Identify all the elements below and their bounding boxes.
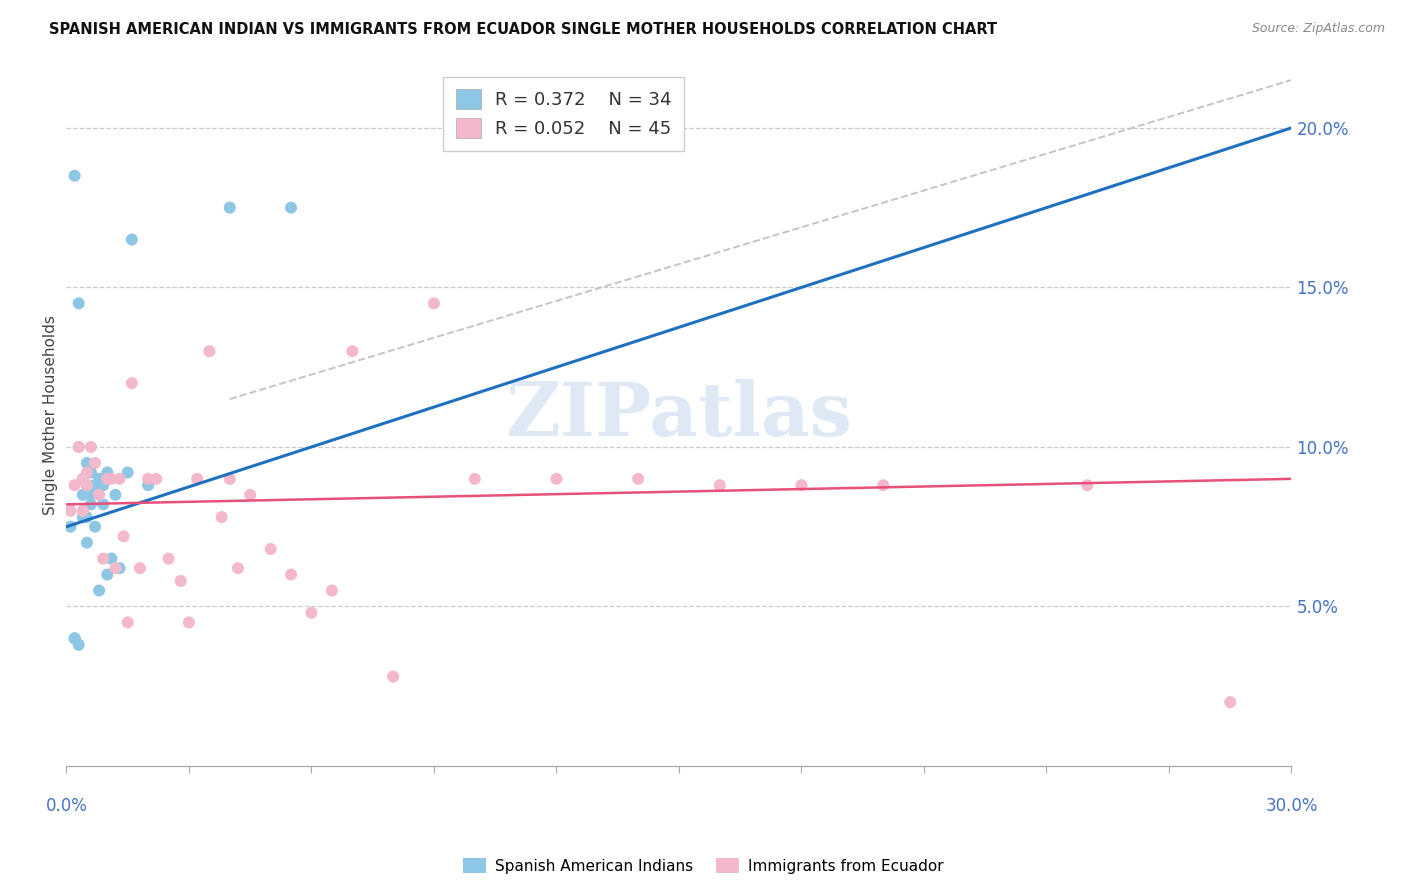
Point bbox=[72, 510, 94, 524]
Point bbox=[59, 504, 82, 518]
Point bbox=[80, 497, 103, 511]
Point bbox=[72, 504, 94, 518]
Point bbox=[709, 478, 731, 492]
Point bbox=[87, 583, 110, 598]
Point bbox=[546, 472, 568, 486]
Point bbox=[226, 561, 249, 575]
Point bbox=[96, 466, 118, 480]
Point bbox=[239, 488, 262, 502]
Point bbox=[136, 472, 159, 486]
Point bbox=[117, 615, 139, 630]
Point bbox=[108, 561, 131, 575]
Point bbox=[59, 519, 82, 533]
Point bbox=[117, 466, 139, 480]
Point bbox=[76, 478, 98, 492]
Point bbox=[129, 561, 152, 575]
Point bbox=[76, 510, 98, 524]
Point bbox=[108, 472, 131, 486]
Point bbox=[259, 542, 281, 557]
Point bbox=[1219, 695, 1241, 709]
Point bbox=[627, 472, 650, 486]
Point bbox=[177, 615, 200, 630]
Point bbox=[186, 472, 208, 486]
Point bbox=[76, 535, 98, 549]
Point bbox=[121, 376, 143, 391]
Point bbox=[423, 296, 446, 310]
Point bbox=[157, 551, 180, 566]
Point bbox=[382, 670, 405, 684]
Point bbox=[67, 638, 90, 652]
Point bbox=[91, 497, 114, 511]
Point bbox=[342, 344, 364, 359]
Point bbox=[211, 510, 233, 524]
Point bbox=[464, 472, 486, 486]
Point bbox=[80, 466, 103, 480]
Legend: R = 0.372    N = 34, R = 0.052    N = 45: R = 0.372 N = 34, R = 0.052 N = 45 bbox=[443, 77, 685, 151]
Point bbox=[301, 606, 323, 620]
Point bbox=[80, 488, 103, 502]
Point bbox=[121, 233, 143, 247]
Text: Source: ZipAtlas.com: Source: ZipAtlas.com bbox=[1251, 22, 1385, 36]
Point bbox=[112, 529, 135, 543]
Point bbox=[321, 583, 343, 598]
Point bbox=[76, 456, 98, 470]
Point bbox=[104, 561, 127, 575]
Point bbox=[84, 478, 107, 492]
Text: ZIPatlas: ZIPatlas bbox=[505, 378, 852, 451]
Point bbox=[67, 296, 90, 310]
Point bbox=[91, 551, 114, 566]
Point bbox=[72, 488, 94, 502]
Point bbox=[84, 456, 107, 470]
Point bbox=[136, 478, 159, 492]
Point bbox=[72, 472, 94, 486]
Point bbox=[145, 472, 167, 486]
Point bbox=[84, 478, 107, 492]
Point bbox=[84, 519, 107, 533]
Point bbox=[872, 478, 894, 492]
Text: 0.0%: 0.0% bbox=[45, 797, 87, 814]
Point bbox=[87, 472, 110, 486]
Point bbox=[218, 472, 240, 486]
Point bbox=[96, 472, 118, 486]
Point bbox=[63, 632, 86, 646]
Point bbox=[790, 478, 813, 492]
Point bbox=[67, 440, 90, 454]
Point bbox=[96, 567, 118, 582]
Point bbox=[87, 488, 110, 502]
Point bbox=[218, 201, 240, 215]
Point bbox=[100, 551, 122, 566]
Point bbox=[280, 567, 302, 582]
Point bbox=[76, 466, 98, 480]
Point bbox=[104, 488, 127, 502]
Point bbox=[63, 169, 86, 183]
Point bbox=[63, 632, 86, 646]
Text: 30.0%: 30.0% bbox=[1265, 797, 1317, 814]
Point bbox=[67, 440, 90, 454]
Point bbox=[63, 478, 86, 492]
Point bbox=[76, 478, 98, 492]
Text: SPANISH AMERICAN INDIAN VS IMMIGRANTS FROM ECUADOR SINGLE MOTHER HOUSEHOLDS CORR: SPANISH AMERICAN INDIAN VS IMMIGRANTS FR… bbox=[49, 22, 997, 37]
Point bbox=[1076, 478, 1098, 492]
Point bbox=[280, 201, 302, 215]
Point bbox=[198, 344, 221, 359]
Point bbox=[72, 472, 94, 486]
Y-axis label: Single Mother Households: Single Mother Households bbox=[44, 315, 58, 515]
Point bbox=[80, 440, 103, 454]
Point bbox=[91, 478, 114, 492]
Point bbox=[100, 472, 122, 486]
Point bbox=[170, 574, 193, 588]
Legend: Spanish American Indians, Immigrants from Ecuador: Spanish American Indians, Immigrants fro… bbox=[457, 852, 949, 880]
